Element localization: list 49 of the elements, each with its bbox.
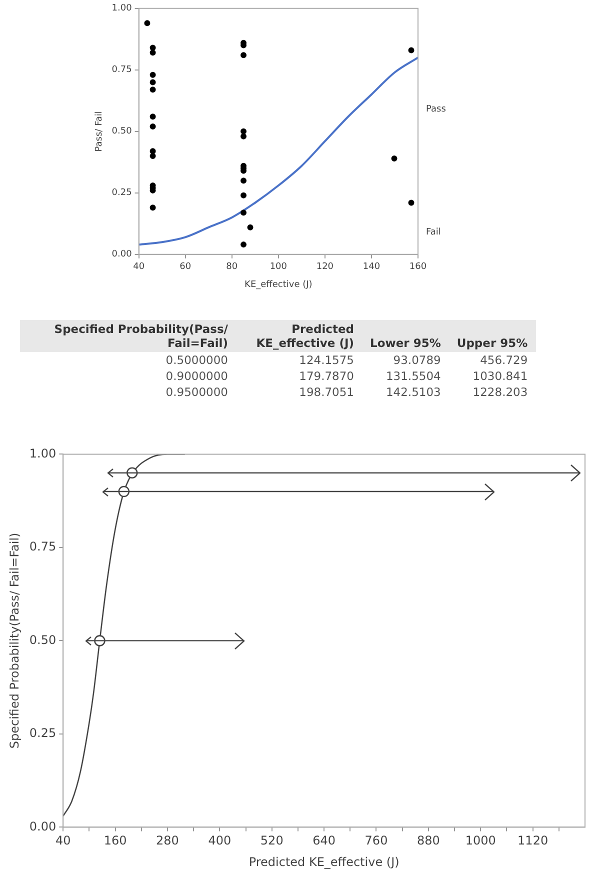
data-label: 198.7051	[298, 384, 355, 400]
x-tick-label: 760	[364, 834, 388, 848]
data-label: 131.5504	[384, 368, 442, 384]
y-tick-label: 0.25	[112, 188, 132, 198]
x-tick-label: 880	[416, 834, 440, 848]
x-tick-label: 140	[362, 262, 380, 272]
data-label: 456.729	[479, 352, 529, 368]
category-label: 0.9500000	[164, 384, 229, 400]
category-label: 0.5000000	[164, 352, 229, 368]
x-tick-label: 100	[270, 262, 288, 272]
text: Lower 95%	[362, 320, 449, 352]
x-tick-label: 160	[409, 262, 427, 272]
y-tick-label: 0.75	[29, 540, 56, 554]
data-label: 1228.203	[472, 384, 529, 400]
x-tick-label: 40	[55, 834, 71, 848]
x-tick-label: 280	[156, 834, 179, 848]
y-tick-label: 1.00	[29, 446, 56, 460]
x-axis-title: KE_effective (J)	[244, 280, 312, 290]
x-tick-label: 640	[312, 834, 336, 848]
y-axis-title: Specified Probability(Pass/ Fail=Fail)	[7, 532, 22, 749]
y-tick-label: 0.50	[112, 126, 132, 137]
data-label: 179.7870	[298, 368, 355, 384]
x-tick-label: 520	[260, 834, 284, 848]
category-label: 0.9000000	[164, 368, 229, 384]
y-tick-label: 0.75	[112, 65, 132, 76]
x-tick-label: 400	[208, 834, 232, 848]
text: Fail	[426, 228, 441, 238]
x-tick-label: 40	[133, 262, 145, 272]
data-label: 124.1575	[298, 352, 355, 368]
x-tick-label: 120	[316, 262, 334, 272]
text: Pass	[426, 104, 446, 115]
y-axis-title: Pass/ Fail	[94, 111, 105, 152]
y-tick-label: 0.50	[29, 632, 56, 647]
text: Specified Probability(Pass/ Fail=Fail)	[20, 320, 236, 352]
x-axis-title: Predicted KE_effective (J)	[248, 854, 400, 869]
y-tick-label: 0.00	[112, 250, 132, 260]
data-label: 1030.841	[472, 368, 529, 384]
y-tick-label: 1.00	[112, 4, 132, 14]
x-tick-label: 60	[180, 262, 192, 272]
data-label: 93.0789	[392, 352, 442, 368]
data-label: 142.5103	[384, 384, 442, 400]
x-tick-label: 1000	[465, 834, 496, 848]
text: Upper 95%	[448, 320, 536, 352]
text: Predicted KE_effective (J)	[236, 320, 362, 352]
x-tick-label: 80	[226, 262, 238, 272]
y-tick-label: 0.00	[29, 819, 56, 834]
x-tick-label: 160	[104, 834, 127, 848]
y-tick-label: 0.25	[29, 726, 56, 740]
x-tick-label: 1120	[518, 834, 548, 848]
